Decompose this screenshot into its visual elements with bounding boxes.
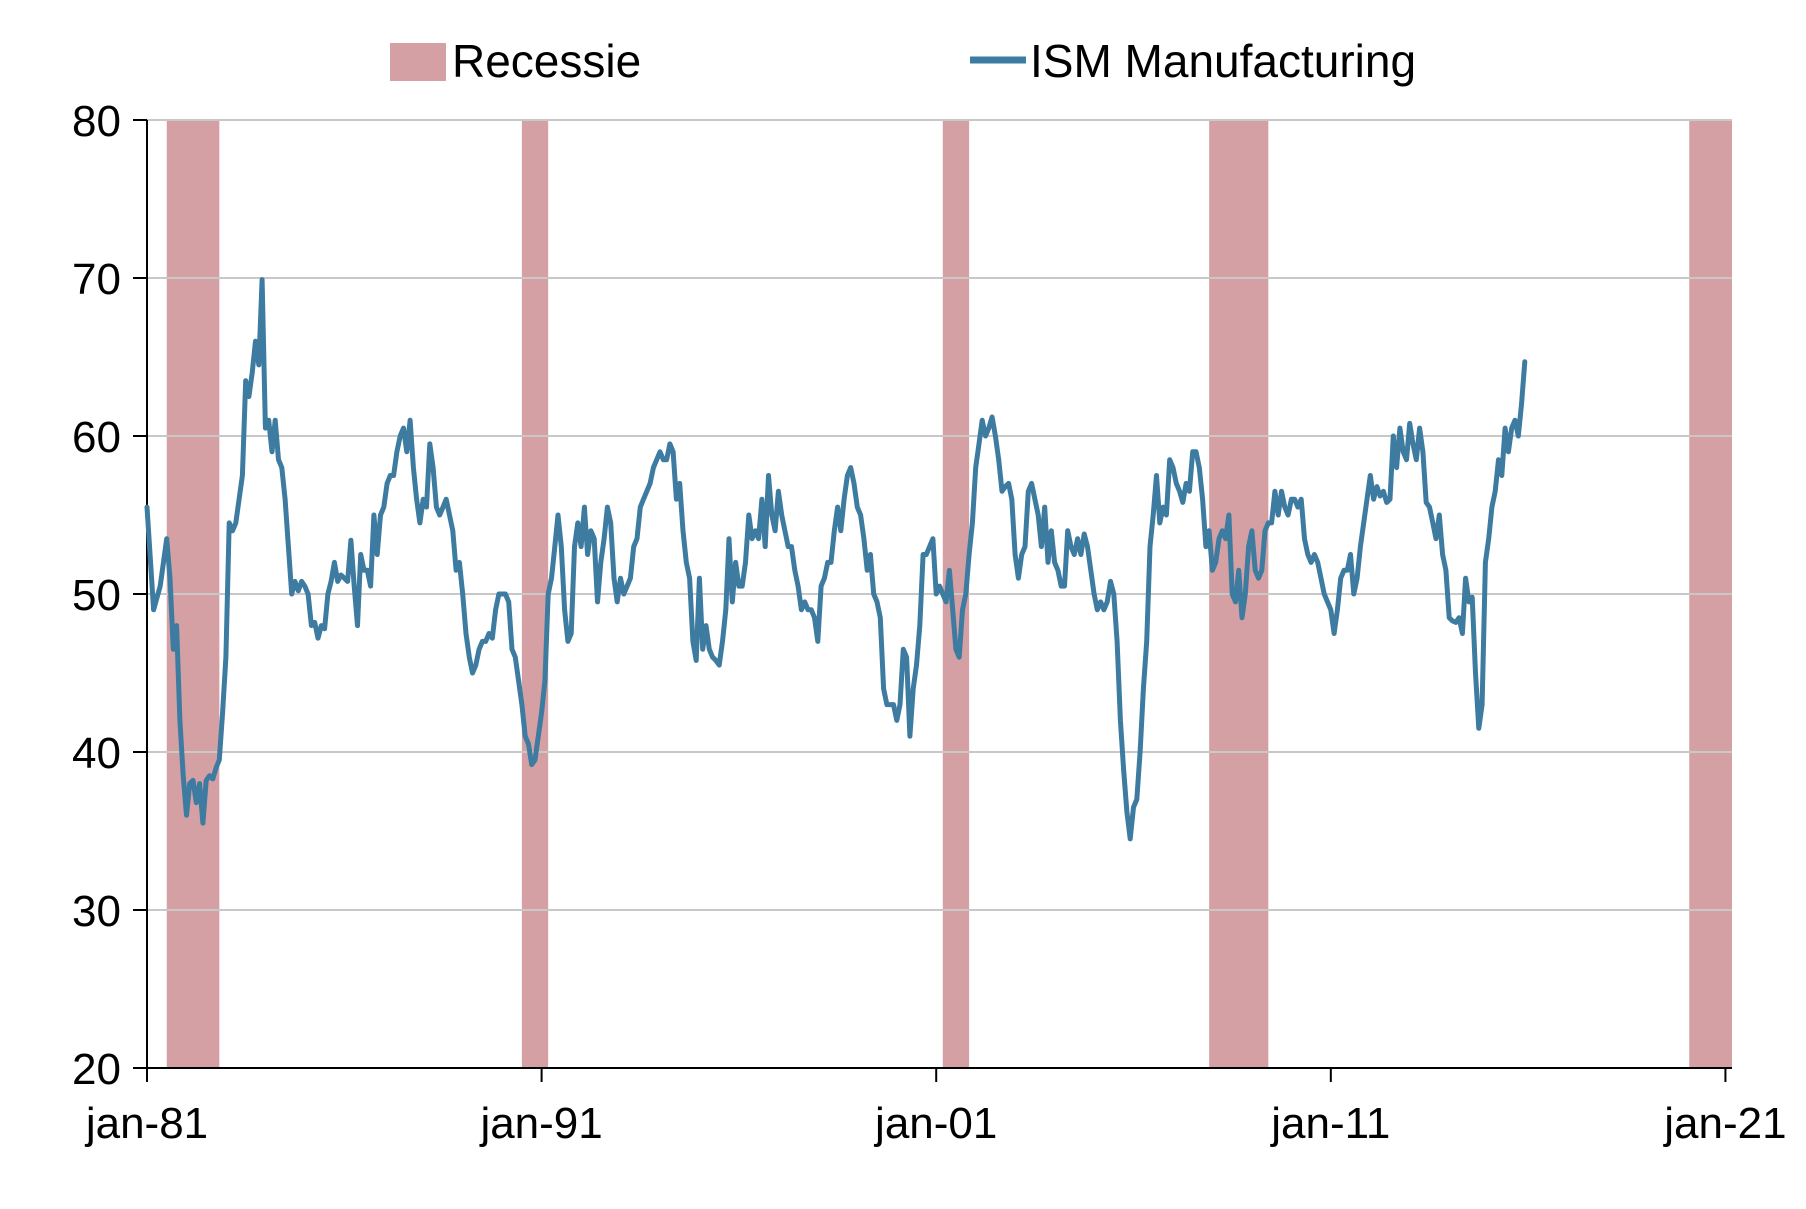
legend: Recessie ISM Manufacturing	[390, 35, 1416, 87]
x-tick-label-jan-11: jan-11	[1269, 1099, 1390, 1148]
legend-recession-label: Recessie	[452, 35, 641, 87]
series-line-ism-manufacturing	[144, 277, 1528, 842]
x-tick-label-jan-01: jan-01	[873, 1099, 997, 1148]
legend-ism-label: ISM Manufacturing	[1030, 35, 1416, 87]
x-tick-label-jan-91: jan-91	[478, 1099, 602, 1148]
axes	[133, 119, 1732, 1082]
y-tick-label-70: 70	[72, 255, 121, 304]
x-tick-label-jan-81: jan-81	[84, 1099, 208, 1148]
y-tick-label-80: 80	[72, 97, 121, 146]
tick-labels: 20 30 40 50 60 70 80 jan-81 jan-91 jan-01 jan-11 ja…	[72, 97, 1787, 1148]
legend-recession-swatch	[390, 43, 446, 81]
y-gridlines	[147, 119, 1732, 911]
y-tick-label-30: 30	[72, 887, 121, 936]
ism-series	[144, 277, 1528, 842]
y-tick-label-50: 50	[72, 571, 121, 620]
y-tick-label-60: 60	[72, 413, 121, 462]
y-tick-label-20: 20	[72, 1045, 121, 1094]
x-tick-label-jan-21: jan-21	[1662, 1099, 1786, 1148]
y-tick-label-40: 40	[72, 729, 121, 778]
